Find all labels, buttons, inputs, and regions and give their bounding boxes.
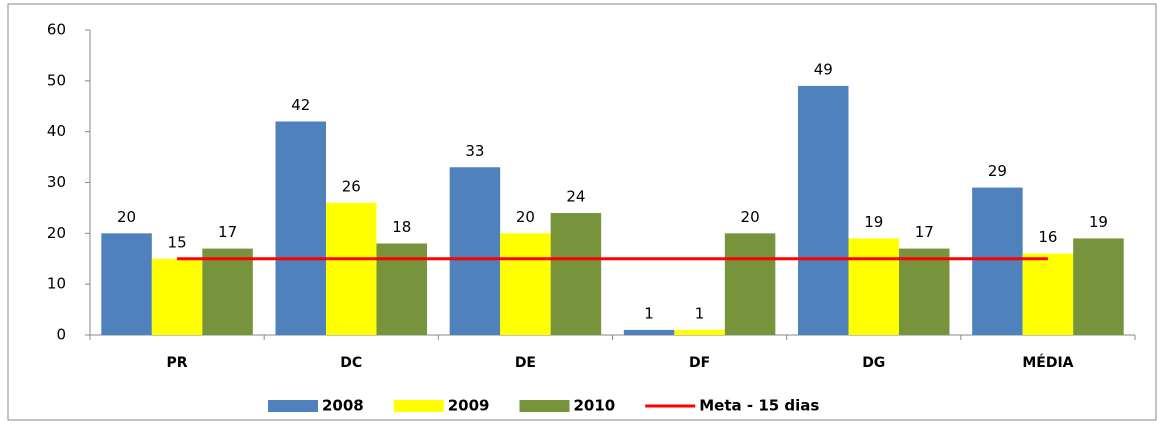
y-tick-label: 40 [47,122,66,140]
bar [202,248,253,335]
bar [101,233,152,335]
bar [797,85,849,336]
data-label: 1 [695,304,705,322]
legend-swatch [393,400,444,412]
bar [325,202,377,335]
data-label: 20 [741,208,760,226]
data-label: 26 [342,177,361,195]
data-label: 18 [392,218,411,236]
y-tick-label: 20 [47,224,66,242]
bar [151,258,203,335]
bar [623,329,675,335]
data-label: 15 [168,233,187,251]
legend-label: Meta - 15 dias [699,397,819,415]
bar [972,187,1023,335]
data-label: 42 [291,96,310,114]
y-tick-label: 0 [56,326,66,344]
chart-border [7,3,1157,421]
bar [724,233,776,335]
bar [449,167,501,335]
bar [1073,238,1124,335]
bar [275,121,326,335]
bar [550,213,602,335]
x-tick-label: DE [515,355,536,371]
data-label: 1 [644,304,654,322]
y-tick-label: 60 [47,21,66,39]
x-tick-label: DF [689,355,710,371]
data-label: 17 [218,223,237,241]
data-label: 29 [988,162,1007,180]
x-tick-label: DG [862,355,885,371]
bar [848,238,900,335]
legend-swatch [268,400,318,412]
y-tick-label: 10 [47,275,66,293]
data-label: 20 [516,208,535,226]
bar [500,233,551,335]
legend-swatch [519,400,570,412]
data-label: 49 [814,60,833,78]
data-label: 20 [117,208,136,226]
data-label: 19 [864,213,883,231]
data-label: 24 [566,188,585,206]
bar [674,329,725,335]
data-label: 16 [1038,228,1057,246]
bar [899,248,950,335]
y-tick-label: 30 [47,173,66,191]
x-tick-label: PR [167,355,188,371]
legend-label: 2010 [574,397,616,415]
data-label: 19 [1089,213,1108,231]
data-label: 33 [465,142,484,160]
legend-label: 2008 [322,397,364,415]
data-label: 17 [915,223,934,241]
bar [376,243,428,335]
y-tick-label: 50 [47,71,66,89]
x-tick-label: MÉDIA [1022,354,1073,371]
x-tick-label: DC [340,355,362,371]
legend-label: 2009 [448,397,490,415]
bar [1022,253,1074,335]
